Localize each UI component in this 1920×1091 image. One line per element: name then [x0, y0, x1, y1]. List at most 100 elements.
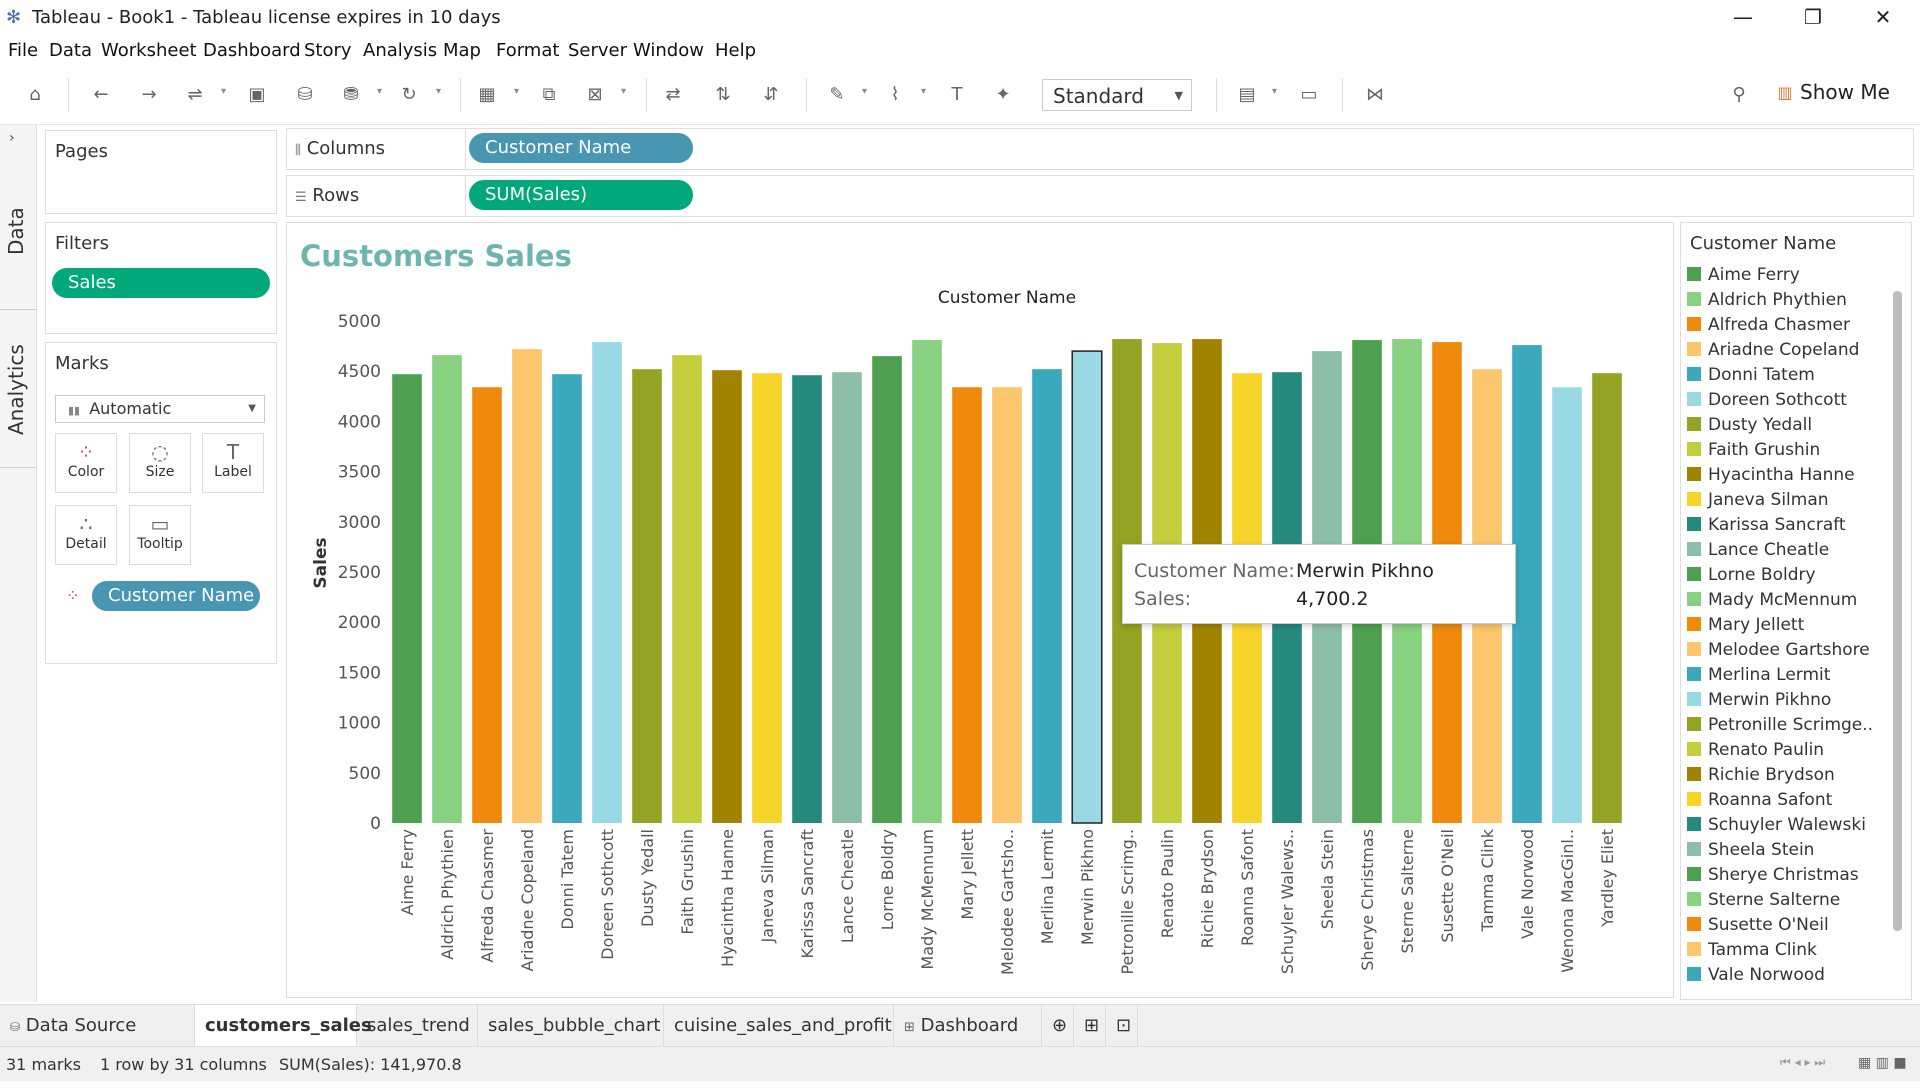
- view-select[interactable]: Standard ▼: [1042, 79, 1192, 111]
- legend-item[interactable]: Vale Norwood: [1687, 965, 1825, 990]
- detail-button[interactable]: ∴ Detail: [55, 505, 117, 565]
- duplicate-icon[interactable]: ⧉: [542, 84, 556, 105]
- legend-item[interactable]: Hyacintha Hanne: [1687, 465, 1855, 490]
- bar[interactable]: [432, 355, 462, 823]
- tab-customers-sales[interactable]: customers_sales: [195, 1005, 372, 1047]
- undo-icon[interactable]: ←: [93, 84, 109, 105]
- bar[interactable]: [1552, 387, 1582, 823]
- bar[interactable]: [912, 340, 942, 823]
- share-icon[interactable]: ⋈: [1366, 84, 1384, 105]
- bar[interactable]: [392, 374, 422, 823]
- legend-item[interactable]: Janeva Silman: [1687, 490, 1829, 515]
- legend-item[interactable]: Doreen Sothcott: [1687, 390, 1847, 415]
- menu-dashboard[interactable]: Dashboard: [203, 40, 301, 61]
- bar[interactable]: [1071, 350, 1103, 824]
- bar[interactable]: [952, 387, 982, 823]
- show-labels-icon[interactable]: T: [951, 84, 963, 105]
- menu-analysis[interactable]: Analysis: [363, 40, 438, 61]
- pause-updates-icon[interactable]: ⛃: [343, 84, 359, 105]
- bar[interactable]: [632, 369, 662, 823]
- legend-item[interactable]: Richie Brydson: [1687, 765, 1835, 790]
- bar[interactable]: [552, 374, 582, 823]
- menu-help[interactable]: Help: [715, 40, 757, 61]
- new-story-tab-icon[interactable]: ⊡: [1106, 1005, 1138, 1047]
- data-tab[interactable]: Data: [4, 207, 28, 255]
- menu-map[interactable]: Map: [443, 40, 481, 61]
- menu-window[interactable]: Window: [633, 40, 704, 61]
- format-painter-icon[interactable]: ⚲: [1732, 84, 1746, 105]
- presentation-icon[interactable]: ▭: [1300, 84, 1318, 105]
- legend-scrollbar[interactable]: [1893, 291, 1902, 931]
- close-icon[interactable]: ✕: [1874, 5, 1892, 29]
- legend-item[interactable]: Donni Tatem: [1687, 365, 1815, 390]
- legend-item[interactable]: Tamma Clink: [1687, 940, 1817, 965]
- legend-item[interactable]: Mady McMennum: [1687, 590, 1857, 615]
- bar[interactable]: [992, 387, 1022, 823]
- new-worksheet-tab-icon[interactable]: ⊕: [1042, 1005, 1074, 1047]
- show-me-button[interactable]: Show Me: [1800, 80, 1890, 104]
- highlight-icon[interactable]: ✎: [829, 84, 845, 105]
- refresh-icon[interactable]: ↻: [401, 84, 417, 105]
- legend-item[interactable]: Karissa Sancraft: [1687, 515, 1846, 540]
- marks-field-pill[interactable]: Customer Name: [92, 581, 260, 611]
- bar[interactable]: [872, 356, 902, 823]
- save-icon[interactable]: ▣: [248, 84, 266, 105]
- tab-sales-trend[interactable]: sales_trend: [357, 1005, 478, 1047]
- legend-item[interactable]: Lorne Boldry: [1687, 565, 1816, 590]
- legend-item[interactable]: Merlina Lermit: [1687, 665, 1830, 690]
- chevron-down-icon[interactable]: ▾: [621, 86, 627, 97]
- legend-item[interactable]: Lance Cheatle: [1687, 540, 1829, 565]
- data-source-tab[interactable]: ⛁ Data Source: [0, 1005, 195, 1047]
- chevron-down-icon[interactable]: ▾: [862, 86, 868, 97]
- menu-server[interactable]: Server: [568, 40, 628, 61]
- home-icon[interactable]: ⌂: [29, 84, 41, 105]
- tab-dashboard-1[interactable]: ⊞ Dashboard 1: [894, 1005, 1042, 1080]
- bar[interactable]: [832, 372, 862, 823]
- legend-item[interactable]: Schuyler Walewski: [1687, 815, 1866, 840]
- chevron-down-icon[interactable]: ▾: [514, 86, 520, 97]
- tooltip-button[interactable]: ▭ Tooltip: [129, 505, 191, 565]
- restore-icon[interactable]: ❐: [1804, 5, 1822, 29]
- show-cards-icon[interactable]: ▤: [1238, 84, 1256, 105]
- menu-data[interactable]: Data: [49, 40, 92, 61]
- columns-pill[interactable]: Customer Name: [469, 133, 693, 163]
- sheet-nav-icon[interactable]: ⏮ ◂ ▸ ⏭: [1780, 1055, 1826, 1069]
- menu-format[interactable]: Format: [496, 40, 560, 61]
- replay-icon[interactable]: ⇌: [187, 84, 203, 105]
- tab-sales-bubble-chart[interactable]: sales_bubble_chart: [478, 1005, 664, 1047]
- analytics-tab[interactable]: Analytics: [4, 344, 28, 435]
- legend-item[interactable]: Dusty Yedall: [1687, 415, 1812, 440]
- columns-shelf[interactable]: ⫼ Columns Customer Name: [286, 128, 1914, 170]
- filters-card[interactable]: Filters Sales: [45, 222, 277, 334]
- minimize-icon[interactable]: —: [1733, 5, 1753, 29]
- mark-type-select[interactable]: ▮▮ Automatic ▼: [55, 395, 265, 423]
- clear-icon[interactable]: ⊠: [587, 84, 603, 105]
- bar[interactable]: [472, 387, 502, 823]
- legend-item[interactable]: Mary Jellett: [1687, 615, 1804, 640]
- menu-file[interactable]: File: [8, 40, 39, 61]
- rows-pill[interactable]: SUM(Sales): [469, 180, 693, 210]
- color-button[interactable]: ⁘ Color: [55, 433, 117, 493]
- legend-item[interactable]: Sheela Stein: [1687, 840, 1814, 865]
- filter-pill-sales[interactable]: Sales: [52, 268, 270, 298]
- bar[interactable]: [592, 342, 622, 823]
- bar[interactable]: [1512, 345, 1542, 823]
- legend-item[interactable]: Sherye Christmas: [1687, 865, 1859, 890]
- bar[interactable]: [512, 349, 542, 823]
- legend-item[interactable]: Ariadne Copeland: [1687, 340, 1859, 365]
- chevron-down-icon[interactable]: ▾: [1272, 86, 1278, 97]
- chevron-down-icon[interactable]: ▾: [221, 86, 227, 97]
- bar[interactable]: [672, 355, 702, 823]
- legend-item[interactable]: Roanna Safont: [1687, 790, 1832, 815]
- pin-icon[interactable]: ✦: [995, 84, 1011, 105]
- new-worksheet-icon[interactable]: ▦: [478, 84, 496, 105]
- legend-item[interactable]: Petronille Scrimge..: [1687, 715, 1873, 740]
- pages-card[interactable]: Pages: [45, 130, 277, 214]
- tab-cuisine-sales-and-profit[interactable]: cuisine_sales_and_profit: [664, 1005, 894, 1047]
- bar[interactable]: [712, 370, 742, 823]
- group-icon[interactable]: ⌇: [890, 84, 900, 105]
- legend-item[interactable]: Melodee Gartshore: [1687, 640, 1870, 665]
- new-dashboard-tab-icon[interactable]: ⊞: [1074, 1005, 1106, 1047]
- legend-item[interactable]: Aldrich Phythien: [1687, 290, 1847, 315]
- menu-story[interactable]: Story: [304, 40, 352, 61]
